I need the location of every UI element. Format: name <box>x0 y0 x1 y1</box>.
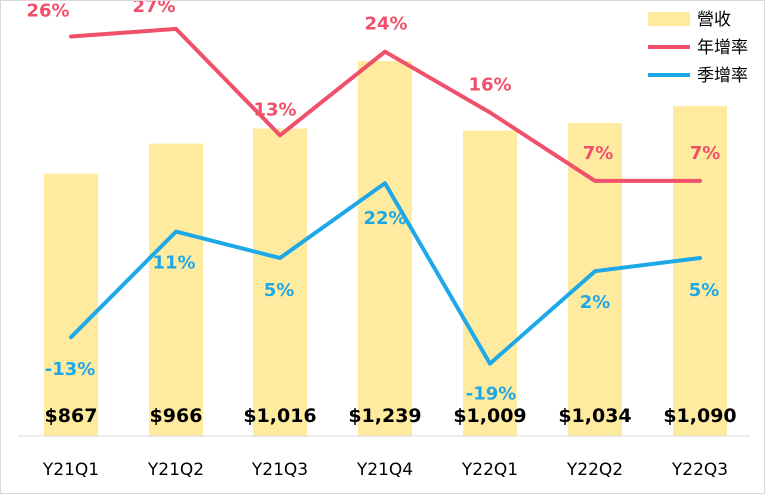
bar-Y21Q2 <box>149 143 203 436</box>
bar-value-label: $1,034 <box>558 405 631 427</box>
legend-swatch-revenue <box>648 12 690 26</box>
yoy-value-label: 16% <box>468 75 511 96</box>
bar-value-label: $1,009 <box>453 405 526 427</box>
x-tick-label: Y22Q3 <box>671 460 728 480</box>
bar-value-label: $966 <box>150 405 203 427</box>
x-tick-label: Y21Q2 <box>147 460 204 480</box>
x-tick-label: Y22Q2 <box>566 460 623 480</box>
bar-value-label: $1,239 <box>348 405 421 427</box>
bars-layer <box>44 61 727 436</box>
x-tick-labels: Y21Q1 Y21Q2 Y21Q3 Y21Q4 Y22Q1 Y22Q2 Y22Q3 <box>42 460 728 480</box>
yoy-value-label: 7% <box>583 143 614 164</box>
bar-Y21Q4 <box>358 61 412 436</box>
yoy-value-label: 7% <box>690 143 721 164</box>
x-tick-label: Y21Q3 <box>251 460 308 480</box>
qoq-value-label: 11% <box>152 253 195 274</box>
bar-value-label: $1,016 <box>243 405 316 427</box>
bar-Y22Q2 <box>568 123 622 436</box>
bar-value-label: $867 <box>45 405 98 427</box>
lines-layer <box>69 26 702 366</box>
qoq-value-label: 5% <box>264 280 295 301</box>
yoy-value-label: 24% <box>364 14 407 35</box>
qoq-value-label: -13% <box>45 359 96 380</box>
series-line-yoy <box>69 26 702 183</box>
bar-Y21Q1 <box>44 173 98 436</box>
qoq-value-label: 22% <box>363 208 406 229</box>
yoy-value-label: 13% <box>253 99 296 120</box>
bar-value-label: $1,090 <box>663 405 736 427</box>
legend-label: 營收 <box>697 10 731 30</box>
yoy-value-label: 26% <box>26 1 69 22</box>
legend-label: 季增率 <box>697 66 748 86</box>
series-line-qoq <box>69 181 702 366</box>
bar-Y22Q1 <box>463 130 517 436</box>
x-tick-label: Y21Q1 <box>42 460 99 480</box>
x-tick-label: Y21Q4 <box>356 460 413 480</box>
yoy-value-label: 27% <box>132 0 175 17</box>
qoq-value-label: 5% <box>689 280 720 301</box>
labels-layer: $867 $966 $1,016 $1,239 $1,009 $1,034 $1,090 26… <box>26 0 736 427</box>
bar-Y21Q3 <box>253 128 307 436</box>
bar-Y22Q3 <box>673 106 727 436</box>
legend-label: 年增率 <box>697 38 748 58</box>
qoq-value-label: -19% <box>466 384 517 405</box>
qoq-value-label: 2% <box>580 292 611 313</box>
x-tick-label: Y22Q1 <box>461 460 518 480</box>
